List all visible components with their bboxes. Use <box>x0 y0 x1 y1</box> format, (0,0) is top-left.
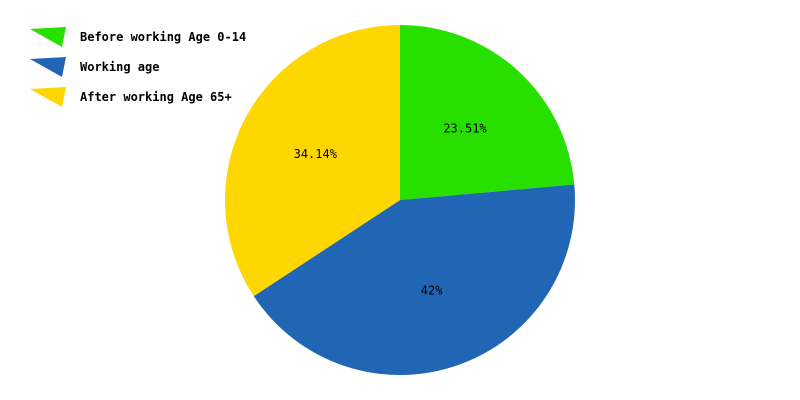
legend-swatch-1 <box>30 27 66 47</box>
legend-label-1: Before working Age 0-14 <box>80 30 246 44</box>
slice-label-2: 42% <box>421 283 443 297</box>
slice-label-3: 34.14% <box>294 147 338 161</box>
pie-slice-3 <box>224 24 400 297</box>
legend-label-2: Working age <box>80 60 159 74</box>
pie-slice-2 <box>253 184 575 375</box>
slice-label-1: 23.51% <box>443 121 487 135</box>
legend-swatch-3 <box>30 87 66 107</box>
legend: Before working Age 0-14 Working age After … <box>30 27 246 107</box>
pie-slices <box>224 24 575 375</box>
pie-slice-1 <box>400 25 575 200</box>
legend-swatch-2 <box>30 57 66 77</box>
legend-label-3: After working Age 65+ <box>80 90 232 104</box>
slice-labels: 23.51% 42% 34.14% <box>294 121 488 297</box>
